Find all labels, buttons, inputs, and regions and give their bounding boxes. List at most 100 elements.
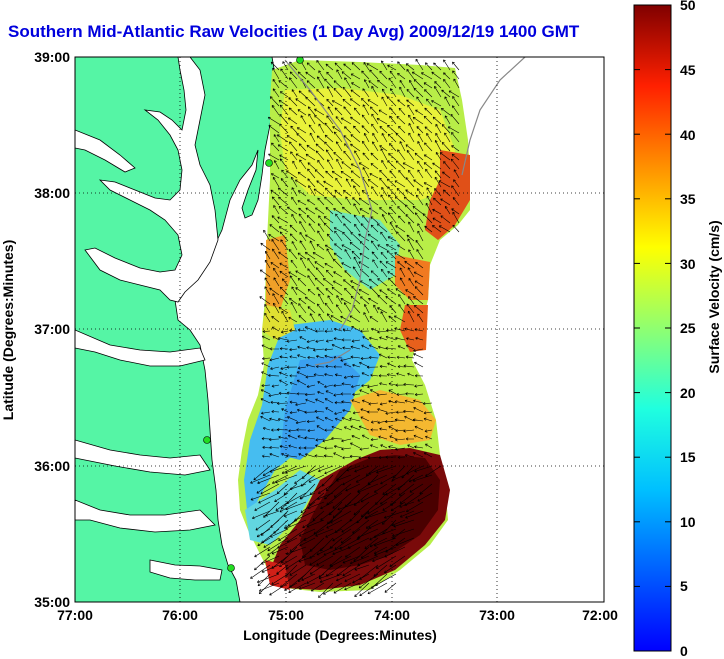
velocity-arrow: [379, 145, 388, 152]
velocity-arrow: [315, 143, 325, 152]
velocity-arrow: [289, 233, 298, 242]
velocity-arrow: [257, 537, 271, 546]
velocity-arrow: [317, 76, 325, 89]
velocity-arrow: [306, 573, 325, 584]
velocity-arrow: [268, 234, 280, 242]
velocity-arrow: [324, 263, 334, 269]
velocity-arrow: [368, 298, 379, 305]
coastal-stations: [203, 57, 304, 572]
velocity-arrow: [424, 107, 433, 116]
velocity-arrow: [299, 492, 316, 500]
velocity-arrow: [298, 582, 316, 590]
velocity-arrow: [342, 98, 352, 107]
velocity-arrow: [318, 70, 325, 80]
velocity-arrow: [256, 483, 271, 494]
velocity-arrow: [426, 195, 433, 206]
velocity-arrow: [405, 214, 415, 224]
velocity-arrow: [377, 223, 388, 233]
velocity-arrow: [359, 361, 370, 368]
velocity-arrow: [343, 150, 352, 161]
velocity-arrow: [262, 356, 271, 361]
velocity-arrow: [331, 170, 343, 179]
velocity-arrow: [287, 434, 298, 440]
velocity-arrow: [397, 61, 406, 71]
velocity-arrow: [268, 393, 280, 398]
velocity-arrow: [448, 90, 460, 98]
velocity-arrow: [297, 171, 307, 179]
velocity-arrow: [354, 564, 370, 571]
velocity-arrow: [295, 402, 307, 407]
velocity-arrow: [323, 180, 334, 188]
velocity-arrow: [382, 88, 388, 98]
velocity-arrow: [398, 170, 406, 179]
velocity-arrow: [398, 215, 406, 224]
velocity-arrow: [367, 99, 379, 107]
velocity-arrow: [315, 528, 334, 537]
velocity-arrow: [371, 186, 379, 197]
velocity-arrow: [260, 389, 271, 395]
velocity-arrow: [298, 303, 307, 314]
velocity-arrow: [327, 313, 334, 323]
velocity-arrow: [259, 582, 280, 592]
velocity-arrow: [357, 483, 379, 494]
velocity-arrow: [297, 71, 307, 80]
velocity-arrow: [395, 447, 406, 451]
velocity-arrow: [280, 366, 289, 370]
velocity-arrow: [386, 250, 397, 260]
velocity-arrow: [371, 251, 379, 260]
velocity-arrow: [342, 564, 361, 577]
velocity-arrow: [434, 81, 442, 89]
velocity-arrow: [304, 326, 316, 332]
velocity-arrow: [379, 169, 388, 179]
velocity-arrow: [367, 233, 379, 242]
velocity-arrow: [403, 364, 415, 368]
velocity-arrow: [331, 344, 343, 350]
velocity-arrow: [279, 445, 289, 449]
velocity-arrow: [413, 79, 424, 89]
velocity-arrow: [333, 88, 343, 98]
velocity-arrow: [334, 230, 343, 242]
velocity-arrow: [274, 492, 289, 502]
velocity-arrow: [282, 61, 289, 71]
velocity-arrow: [394, 180, 406, 188]
velocity-arrow: [334, 107, 343, 116]
velocity-arrow: [278, 80, 289, 89]
map-title: Southern Mid-Atlantic Raw Velocities (1 …: [8, 22, 580, 41]
velocity-arrow: [314, 277, 325, 287]
velocity-arrow: [381, 214, 388, 224]
velocity-arrow: [277, 417, 289, 422]
velocity-arrow: [441, 89, 451, 98]
velocity-arrow: [280, 68, 289, 80]
velocity-arrow: [395, 160, 406, 170]
velocity-arrow: [380, 311, 388, 323]
velocity-arrow: [340, 117, 352, 125]
velocity-arrow: [452, 96, 460, 107]
velocity-arrow: [374, 483, 388, 493]
velocity-arrow: [279, 231, 289, 242]
velocity-arrow: [382, 501, 397, 511]
velocity-arrow: [262, 329, 271, 333]
velocity-arrow: [424, 225, 433, 233]
velocity-arrow: [379, 336, 388, 341]
velocity-arrow: [379, 207, 388, 215]
velocity-arrow: [354, 223, 361, 233]
velocity-arrow: [413, 348, 424, 352]
velocity-arrow: [381, 60, 388, 71]
velocity-arrow: [352, 197, 361, 206]
velocity-arrow: [280, 330, 289, 334]
velocity-arrow: [333, 582, 352, 594]
velocity-arrow: [334, 243, 343, 251]
velocity-arrow: [253, 465, 271, 481]
velocity-arrow: [290, 151, 298, 161]
velocity-arrow: [318, 123, 325, 134]
velocity-arrow: [358, 162, 370, 170]
velocity-arrow: [307, 429, 316, 433]
velocity-arrow: [262, 454, 271, 458]
velocity-arrow: [254, 546, 271, 558]
velocity-arrow: [386, 96, 397, 107]
velocity-arrow: [373, 537, 397, 547]
velocity-arrow: [291, 241, 298, 251]
velocity-arrow: [405, 63, 415, 71]
velocity-arrow: [417, 160, 424, 170]
velocity-arrow: [279, 158, 289, 170]
